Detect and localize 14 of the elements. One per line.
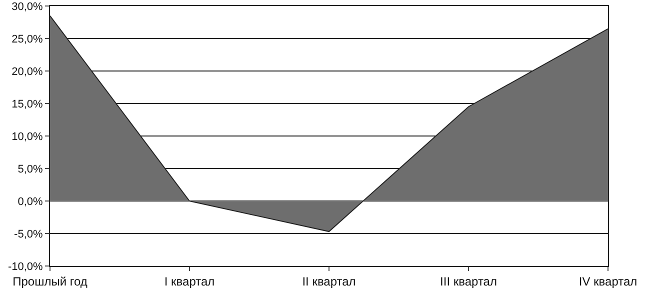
x-tick-label: III квартал [440,274,497,288]
x-tick-label: IV квартал [578,274,638,288]
y-tick-label: 25,0% [12,33,44,46]
y-tick-label: 20,0% [12,66,44,78]
y-tick-label: 10,0% [12,130,44,143]
x-tick-label: Прошлый год [12,274,88,288]
y-tick-label: 0,0% [18,196,44,208]
y-tick-label: -5,0% [14,228,44,240]
y-tick-label: 15,0% [12,98,44,110]
x-tick-label: I квартал [164,274,215,288]
x-tick-label: II квартал [302,274,356,288]
y-tick-label: -10,0% [8,260,44,273]
y-tick-label: 30,0% [12,0,44,13]
y-tick-label: 5,0% [18,163,44,176]
